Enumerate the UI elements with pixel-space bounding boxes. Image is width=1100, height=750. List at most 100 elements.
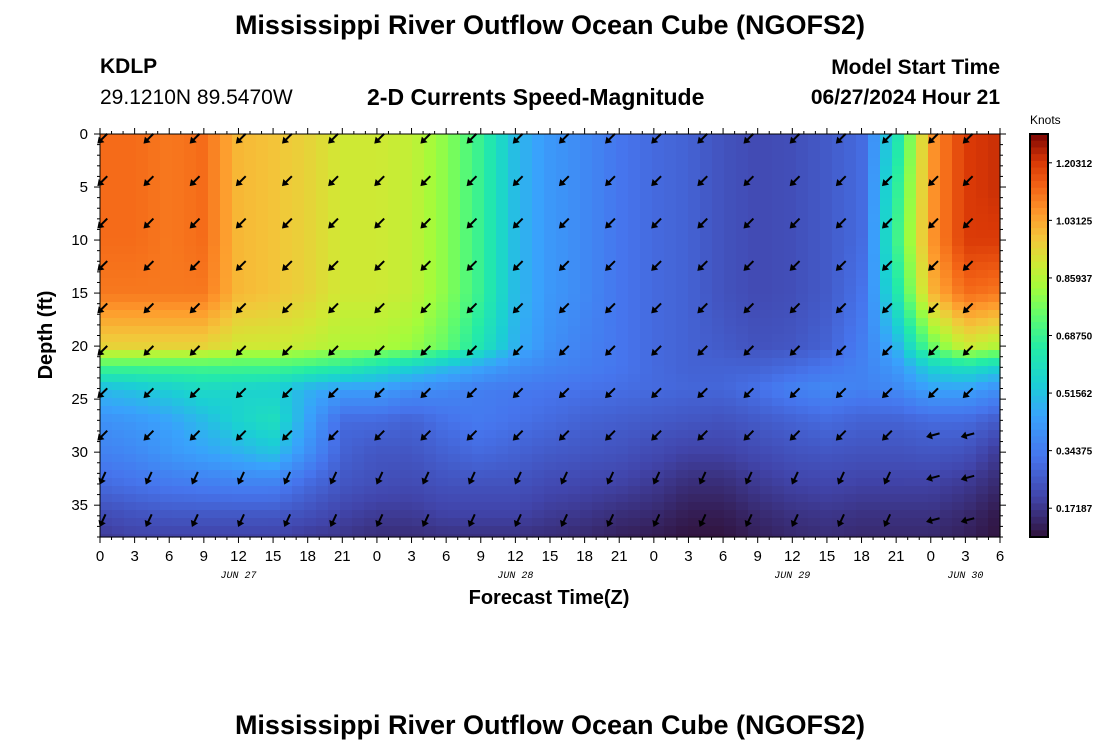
heatmap-cell: [664, 158, 677, 167]
heatmap-cell: [448, 390, 461, 399]
heatmap-cell: [316, 294, 329, 303]
heatmap-cell: [928, 190, 941, 199]
heatmap-cell: [880, 142, 893, 151]
heatmap-cell: [472, 294, 485, 303]
heatmap-cell: [472, 246, 485, 255]
heatmap-cell: [268, 278, 281, 287]
heatmap-cell: [172, 206, 185, 215]
heatmap-cell: [628, 150, 641, 159]
heatmap-cell: [244, 502, 257, 511]
heatmap-cell: [868, 486, 881, 495]
heatmap-cell: [124, 478, 137, 487]
heatmap-cell: [712, 142, 725, 151]
heatmap-cell: [784, 294, 797, 303]
heatmap-cell: [568, 326, 581, 335]
heatmap-cell: [736, 446, 749, 455]
colorbar-segment: [1030, 261, 1048, 269]
heatmap-cell: [472, 502, 485, 511]
vector-arrow: [97, 387, 108, 399]
heatmap-cell: [136, 318, 149, 327]
heatmap-cell: [172, 222, 185, 231]
heatmap-cell: [544, 422, 557, 431]
heatmap-cell: [496, 230, 509, 239]
heatmap-cell: [124, 526, 137, 535]
heatmap-cell: [184, 198, 197, 207]
heatmap-cell: [652, 502, 665, 511]
heatmap-cell: [496, 510, 509, 519]
heatmap-cell: [616, 334, 629, 343]
heatmap-cell: [892, 190, 905, 199]
heatmap-cell: [388, 166, 401, 175]
heatmap-cell: [424, 198, 437, 207]
heatmap-cell: [592, 342, 605, 351]
heatmap-cell: [784, 414, 797, 423]
heatmap-cell: [820, 334, 833, 343]
heatmap-cell: [484, 238, 497, 247]
heatmap-cell: [772, 182, 785, 191]
heatmap-cell: [844, 334, 857, 343]
heatmap-cell: [700, 134, 713, 143]
heatmap-cell: [508, 166, 521, 175]
heatmap-cell: [364, 150, 377, 159]
date-label: JUN 30: [947, 571, 983, 582]
heatmap-cell: [916, 238, 929, 247]
heatmap-cell: [232, 166, 245, 175]
heatmap-cell: [580, 230, 593, 239]
heatmap-cell: [436, 398, 449, 407]
heatmap-cell: [304, 342, 317, 351]
heatmap-cell: [844, 518, 857, 527]
heatmap-cell: [664, 350, 677, 359]
heatmap-cell: [268, 454, 281, 463]
heatmap-cell: [184, 262, 197, 271]
heatmap-cell: [172, 374, 185, 383]
heatmap-cell: [784, 510, 797, 519]
heatmap-cell: [640, 438, 653, 447]
heatmap-cell: [676, 262, 689, 271]
heatmap-cell: [556, 270, 569, 279]
x-tick-label: 6: [442, 548, 450, 565]
heatmap-cell: [976, 398, 989, 407]
heatmap-cell: [592, 238, 605, 247]
heatmap-cell: [184, 382, 197, 391]
heatmap-cell: [748, 398, 761, 407]
heatmap-cell: [796, 334, 809, 343]
heatmap-cell: [208, 318, 221, 327]
heatmap-cell: [616, 430, 629, 439]
heatmap-cell: [784, 382, 797, 391]
heatmap-cell: [640, 134, 653, 143]
heatmap-cell: [184, 190, 197, 199]
heatmap-cell: [664, 190, 677, 199]
heatmap-cell: [172, 158, 185, 167]
heatmap-cell: [496, 190, 509, 199]
heatmap-cell: [940, 134, 953, 143]
heatmap-cell: [112, 262, 125, 271]
heatmap-cell: [904, 182, 917, 191]
heatmap-cell: [136, 294, 149, 303]
heatmap-cell: [736, 166, 749, 175]
vector-arrow: [328, 302, 339, 314]
heatmap-cell: [280, 142, 293, 151]
heatmap-cell: [148, 262, 161, 271]
heatmap-cell: [100, 278, 113, 287]
heatmap-cell: [688, 150, 701, 159]
heatmap-cell: [952, 390, 965, 399]
heatmap-cell: [364, 270, 377, 279]
heatmap-cell: [592, 150, 605, 159]
heatmap-cell: [472, 230, 485, 239]
heatmap-cell: [244, 270, 257, 279]
heatmap-cell: [760, 142, 773, 151]
heatmap-cell: [280, 534, 293, 538]
vector-arrow: [928, 175, 939, 187]
vector-arrow: [744, 471, 753, 485]
heatmap-cell: [640, 478, 653, 487]
heatmap-cell: [820, 430, 833, 439]
x-tick-label: 9: [754, 548, 762, 565]
heatmap-cell: [616, 454, 629, 463]
heatmap-cell: [532, 134, 545, 143]
heatmap-cell: [328, 142, 341, 151]
heatmap-cell: [916, 502, 929, 511]
heatmap-cell: [724, 214, 737, 223]
heatmap-cell: [196, 430, 209, 439]
heatmap-cell: [880, 230, 893, 239]
heatmap-cell: [172, 438, 185, 447]
